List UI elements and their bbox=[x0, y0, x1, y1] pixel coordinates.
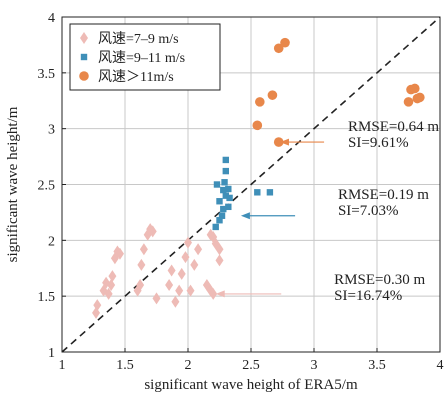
data-point-diamond bbox=[186, 284, 195, 297]
data-point-diamond bbox=[215, 254, 224, 267]
data-point-diamond bbox=[167, 264, 176, 277]
x-tick-label: 2.5 bbox=[242, 358, 260, 373]
data-points bbox=[92, 37, 425, 319]
annotation-arrowhead bbox=[279, 138, 289, 146]
data-point-diamond bbox=[152, 292, 161, 305]
data-point-square bbox=[220, 205, 227, 213]
data-point-square bbox=[222, 156, 229, 164]
annotations: RMSE=0.64 mSI=9.61% RMSE=0.19 mSI=7.03% RM… bbox=[215, 119, 439, 304]
y-tick-label: 1 bbox=[48, 346, 55, 361]
data-point-diamond bbox=[148, 225, 157, 238]
data-point-square bbox=[213, 181, 221, 188]
data-point-circle bbox=[267, 90, 278, 100]
data-point-square bbox=[222, 192, 229, 199]
legend-marker-circle bbox=[79, 71, 89, 81]
data-point-square bbox=[225, 185, 232, 193]
y-tick-label: 1.5 bbox=[38, 290, 56, 305]
legend-marker-diamond bbox=[80, 32, 88, 44]
data-point-diamond bbox=[215, 243, 224, 256]
data-point-diamond bbox=[194, 243, 203, 256]
data-point-circle bbox=[403, 97, 414, 107]
data-point-circle bbox=[280, 37, 290, 48]
legend-label: 风速＞11m/s bbox=[98, 69, 174, 85]
data-point-square bbox=[226, 194, 233, 202]
data-point-square bbox=[266, 189, 274, 196]
annotation-label: RMSE=0.19 m bbox=[338, 187, 429, 203]
data-point-square bbox=[216, 198, 223, 205]
data-point-diamond bbox=[209, 287, 218, 300]
data-point-circle bbox=[255, 97, 265, 107]
x-tick-label: 3.5 bbox=[368, 358, 386, 373]
data-point-diamond bbox=[137, 258, 146, 271]
data-point-diamond bbox=[175, 284, 184, 297]
data-point-diamond bbox=[110, 252, 119, 265]
data-point-diamond bbox=[104, 287, 113, 300]
annotation-arrowhead bbox=[240, 212, 250, 220]
legend-label: 风速=7–9 m/s bbox=[98, 31, 179, 47]
x-tick-label: 2 bbox=[185, 358, 192, 373]
legend-box bbox=[69, 23, 221, 91]
x-tick-label: 1 bbox=[59, 358, 66, 373]
data-point-diamond bbox=[190, 258, 199, 271]
data-point-diamond bbox=[136, 279, 145, 291]
legend: 风速=7–9 m/s 风速=9–11 m/s 风速＞11m/s bbox=[69, 23, 221, 91]
data-point-diamond bbox=[115, 247, 124, 260]
annotation-label: RMSE=0.64 m bbox=[348, 119, 439, 135]
data-point-circle bbox=[410, 83, 420, 94]
x-tick-label: 1.5 bbox=[116, 358, 134, 373]
data-point-diamond bbox=[165, 279, 174, 291]
annotation-label: SI=16.74% bbox=[334, 288, 402, 304]
data-point-diamond bbox=[108, 270, 117, 283]
data-point-square bbox=[218, 212, 226, 219]
data-point-square bbox=[225, 203, 232, 211]
axis-ticks: 1 1.5 2 2.5 3 3.5 4 1 1.5 2 2.5 3 3.5 4 bbox=[38, 11, 444, 373]
data-point-square bbox=[254, 189, 261, 196]
annotation-arrowhead bbox=[215, 290, 225, 298]
annotation-label: SI=9.61% bbox=[348, 135, 409, 151]
data-point-diamond bbox=[171, 295, 180, 308]
data-point-square bbox=[221, 179, 228, 186]
legend-marker-square bbox=[80, 53, 88, 61]
y-tick-label: 3 bbox=[48, 123, 55, 138]
data-point-diamond bbox=[184, 236, 192, 249]
data-point-square bbox=[216, 217, 223, 224]
x-tick-label: 4 bbox=[437, 358, 444, 373]
data-point-square bbox=[222, 167, 229, 175]
data-point-diamond bbox=[107, 279, 116, 291]
data-point-diamond bbox=[93, 299, 102, 312]
data-point-circle bbox=[273, 43, 284, 54]
data-point-diamond bbox=[139, 243, 148, 256]
y-tick-label: 2.5 bbox=[38, 179, 56, 194]
x-tick-label: 3 bbox=[311, 358, 318, 373]
data-point-circle bbox=[415, 92, 425, 103]
data-point-circle bbox=[252, 120, 263, 131]
data-point-square bbox=[212, 223, 219, 231]
data-point-diamond bbox=[181, 251, 190, 264]
annotation-label: SI=7.03% bbox=[338, 203, 399, 219]
legend-label: 风速=9–11 m/s bbox=[98, 50, 185, 66]
y-tick-label: 4 bbox=[48, 11, 55, 26]
one-to-one-dashed-line bbox=[61, 16, 441, 353]
y-tick-label: 2 bbox=[48, 234, 55, 249]
data-point-circle bbox=[273, 137, 284, 147]
y-tick-label: 3.5 bbox=[38, 67, 56, 82]
annotation-label: RMSE=0.30 m bbox=[334, 272, 425, 288]
data-point-diamond bbox=[177, 267, 186, 280]
y-axis-label: significant wave height/m bbox=[5, 106, 21, 262]
x-axis-label: significant wave height of ERA5/m bbox=[144, 377, 358, 393]
data-point-square bbox=[220, 186, 227, 194]
